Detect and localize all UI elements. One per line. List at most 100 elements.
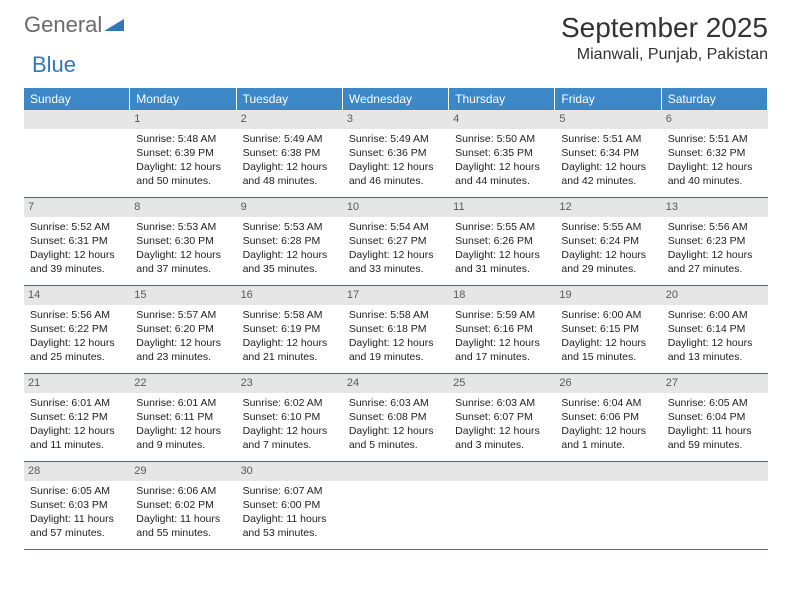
- sunset-text: Sunset: 6:34 PM: [561, 146, 655, 160]
- daylight-line2: and 17 minutes.: [455, 350, 549, 364]
- weekday-header: Saturday: [662, 88, 768, 110]
- day-number: 2: [237, 110, 343, 129]
- daylight-line1: Daylight: 12 hours: [243, 424, 337, 438]
- sunset-text: Sunset: 6:06 PM: [561, 410, 655, 424]
- day-number: 21: [24, 374, 130, 393]
- weekday-header: Sunday: [24, 88, 130, 110]
- daylight-line1: Daylight: 12 hours: [136, 424, 230, 438]
- sunrise-text: Sunrise: 5:54 AM: [349, 220, 443, 234]
- daylight-line2: and 59 minutes.: [668, 438, 762, 452]
- daylight-line1: Daylight: 12 hours: [243, 248, 337, 262]
- sunset-text: Sunset: 6:02 PM: [136, 498, 230, 512]
- sunset-text: Sunset: 6:27 PM: [349, 234, 443, 248]
- sunrise-text: Sunrise: 5:58 AM: [349, 308, 443, 322]
- calendar-cell: 5Sunrise: 5:51 AMSunset: 6:34 PMDaylight…: [555, 110, 661, 198]
- sunset-text: Sunset: 6:28 PM: [243, 234, 337, 248]
- sunset-text: Sunset: 6:08 PM: [349, 410, 443, 424]
- day-number: 23: [237, 374, 343, 393]
- sunrise-text: Sunrise: 5:51 AM: [668, 132, 762, 146]
- daylight-line1: Daylight: 12 hours: [561, 160, 655, 174]
- day-number-empty: [555, 462, 661, 481]
- day-number: 16: [237, 286, 343, 305]
- location-text: Mianwali, Punjab, Pakistan: [561, 46, 768, 64]
- weekday-header: Tuesday: [237, 88, 343, 110]
- calendar-cell: 6Sunrise: 5:51 AMSunset: 6:32 PMDaylight…: [662, 110, 768, 198]
- sunrise-text: Sunrise: 5:50 AM: [455, 132, 549, 146]
- daylight-line1: Daylight: 12 hours: [455, 424, 549, 438]
- daylight-line1: Daylight: 12 hours: [349, 424, 443, 438]
- daylight-line2: and 1 minute.: [561, 438, 655, 452]
- calendar-cell-empty: [555, 462, 661, 550]
- weekday-header: Friday: [555, 88, 661, 110]
- daylight-line2: and 11 minutes.: [30, 438, 124, 452]
- sunset-text: Sunset: 6:12 PM: [30, 410, 124, 424]
- sunset-text: Sunset: 6:19 PM: [243, 322, 337, 336]
- sunrise-text: Sunrise: 6:05 AM: [668, 396, 762, 410]
- daylight-line2: and 55 minutes.: [136, 526, 230, 540]
- sunset-text: Sunset: 6:03 PM: [30, 498, 124, 512]
- sunset-text: Sunset: 6:22 PM: [30, 322, 124, 336]
- calendar-cell: 11Sunrise: 5:55 AMSunset: 6:26 PMDayligh…: [449, 198, 555, 286]
- logo-triangle-icon: [104, 17, 124, 33]
- sunset-text: Sunset: 6:16 PM: [455, 322, 549, 336]
- calendar-cell-empty: [449, 462, 555, 550]
- daylight-line2: and 5 minutes.: [349, 438, 443, 452]
- calendar-cell: 14Sunrise: 5:56 AMSunset: 6:22 PMDayligh…: [24, 286, 130, 374]
- calendar-cell: 7Sunrise: 5:52 AMSunset: 6:31 PMDaylight…: [24, 198, 130, 286]
- day-number-empty: [24, 110, 130, 129]
- sunrise-text: Sunrise: 6:05 AM: [30, 484, 124, 498]
- sunset-text: Sunset: 6:38 PM: [243, 146, 337, 160]
- calendar-cell: 9Sunrise: 5:53 AMSunset: 6:28 PMDaylight…: [237, 198, 343, 286]
- day-number: 18: [449, 286, 555, 305]
- daylight-line2: and 31 minutes.: [455, 262, 549, 276]
- daylight-line1: Daylight: 11 hours: [136, 512, 230, 526]
- sunrise-text: Sunrise: 5:58 AM: [243, 308, 337, 322]
- daylight-line2: and 13 minutes.: [668, 350, 762, 364]
- day-number: 3: [343, 110, 449, 129]
- sunset-text: Sunset: 6:36 PM: [349, 146, 443, 160]
- day-number: 27: [662, 374, 768, 393]
- calendar-cell: 21Sunrise: 6:01 AMSunset: 6:12 PMDayligh…: [24, 374, 130, 462]
- calendar-cell: 24Sunrise: 6:03 AMSunset: 6:08 PMDayligh…: [343, 374, 449, 462]
- daylight-line2: and 27 minutes.: [668, 262, 762, 276]
- day-number: 24: [343, 374, 449, 393]
- daylight-line1: Daylight: 12 hours: [349, 160, 443, 174]
- calendar-grid: SundayMondayTuesdayWednesdayThursdayFrid…: [24, 88, 768, 550]
- sunrise-text: Sunrise: 5:55 AM: [455, 220, 549, 234]
- daylight-line2: and 25 minutes.: [30, 350, 124, 364]
- sunrise-text: Sunrise: 6:06 AM: [136, 484, 230, 498]
- calendar-cell: 28Sunrise: 6:05 AMSunset: 6:03 PMDayligh…: [24, 462, 130, 550]
- calendar-cell: 20Sunrise: 6:00 AMSunset: 6:14 PMDayligh…: [662, 286, 768, 374]
- calendar-cell: 29Sunrise: 6:06 AMSunset: 6:02 PMDayligh…: [130, 462, 236, 550]
- daylight-line2: and 53 minutes.: [243, 526, 337, 540]
- daylight-line1: Daylight: 12 hours: [136, 160, 230, 174]
- calendar-cell: 16 Sunrise: 5:58 AMSunset: 6:19 PMDayligh…: [237, 286, 343, 374]
- daylight-line2: and 29 minutes.: [561, 262, 655, 276]
- sunrise-text: Sunrise: 5:56 AM: [30, 308, 124, 322]
- sunrise-text: Sunrise: 5:48 AM: [136, 132, 230, 146]
- day-number: 6: [662, 110, 768, 129]
- day-number: 30: [237, 462, 343, 481]
- day-number-empty: [343, 462, 449, 481]
- calendar-cell: 2 Sunrise: 5:49 AMSunset: 6:38 PMDaylight…: [237, 110, 343, 198]
- sunset-text: Sunset: 6:04 PM: [668, 410, 762, 424]
- day-number: 20: [662, 286, 768, 305]
- daylight-line2: and 37 minutes.: [136, 262, 230, 276]
- calendar-cell: 18Sunrise: 5:59 AMSunset: 6:16 PMDayligh…: [449, 286, 555, 374]
- daylight-line2: and 39 minutes.: [30, 262, 124, 276]
- sunrise-text: Sunrise: 5:49 AM: [243, 132, 337, 146]
- calendar-cell: 13Sunrise: 5:56 AMSunset: 6:23 PMDayligh…: [662, 198, 768, 286]
- sunset-text: Sunset: 6:23 PM: [668, 234, 762, 248]
- daylight-line1: Daylight: 12 hours: [243, 160, 337, 174]
- daylight-line1: Daylight: 11 hours: [243, 512, 337, 526]
- day-number: 7: [24, 198, 130, 217]
- sunrise-text: Sunrise: 6:03 AM: [455, 396, 549, 410]
- day-number: 15: [130, 286, 236, 305]
- calendar-cell: 26Sunrise: 6:04 AMSunset: 6:06 PMDayligh…: [555, 374, 661, 462]
- sunrise-text: Sunrise: 6:04 AM: [561, 396, 655, 410]
- daylight-line2: and 3 minutes.: [455, 438, 549, 452]
- calendar-cell: 8Sunrise: 5:53 AMSunset: 6:30 PMDaylight…: [130, 198, 236, 286]
- daylight-line1: Daylight: 12 hours: [243, 336, 337, 350]
- daylight-line1: Daylight: 12 hours: [349, 336, 443, 350]
- daylight-line2: and 23 minutes.: [136, 350, 230, 364]
